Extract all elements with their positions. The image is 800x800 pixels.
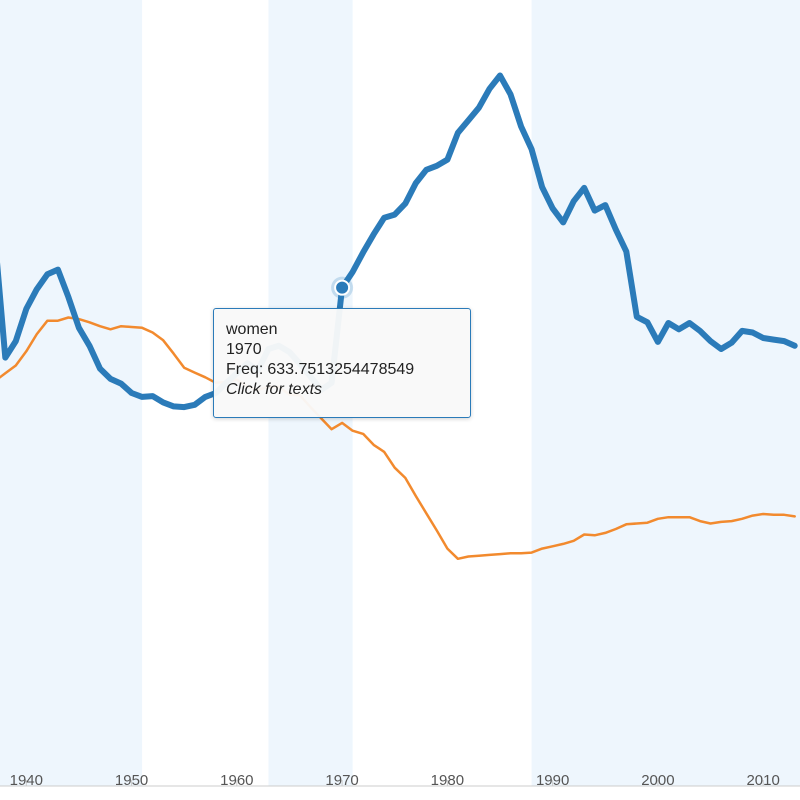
tooltip-click-hint[interactable]: Click for texts: [226, 381, 323, 398]
shaded-period-3: [531, 0, 800, 786]
hover-marker[interactable]: [331, 276, 354, 299]
hover-marker-dot: [334, 279, 351, 296]
tooltip-freq-value: 633.7513254478549: [267, 361, 415, 378]
x-tick-label-2010: 2010: [746, 772, 779, 789]
tooltip[interactable]: women 1970 Freq: 633.7513254478549 Click …: [213, 308, 471, 418]
shaded-period-1: [0, 0, 143, 786]
x-tick-label-1940: 1940: [10, 772, 43, 789]
tooltip-series: women: [226, 321, 278, 338]
x-tick-label-1960: 1960: [220, 772, 253, 789]
x-tick-label-2000: 2000: [641, 772, 674, 789]
x-tick-label-1970: 1970: [325, 772, 358, 789]
series-lines[interactable]: [0, 72, 798, 561]
series-line-women[interactable]: [0, 72, 798, 411]
x-axis: 1940 1950 1960 1970 1980 1990 2000 2010: [0, 772, 800, 789]
tooltip-year: 1970: [226, 341, 262, 358]
x-axis-ticks: 1940 1950 1960 1970 1980 1990 2000 2010: [10, 772, 780, 789]
x-tick-label-1950: 1950: [115, 772, 148, 789]
tooltip-freq: Freq: 633.7513254478549: [226, 360, 458, 380]
series-line-series-2[interactable]: [0, 316, 796, 561]
x-tick-label-1990: 1990: [536, 772, 569, 789]
tooltip-freq-label: Freq:: [226, 361, 264, 378]
x-tick-label-1980: 1980: [431, 772, 464, 789]
